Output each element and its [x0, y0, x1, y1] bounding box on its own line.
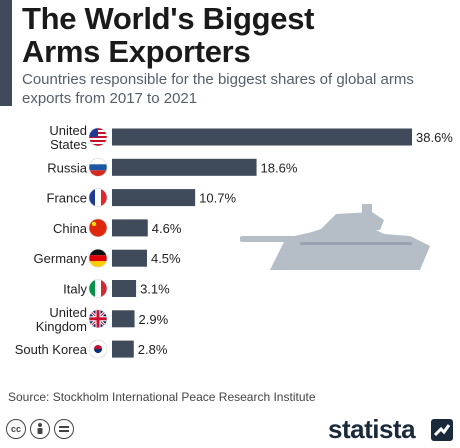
flag-france-icon	[88, 188, 108, 207]
chart-subtitle: Countries responsible for the biggest sh…	[22, 71, 414, 107]
bar	[112, 340, 134, 358]
bar-row: South Korea 2.8%	[15, 339, 168, 359]
bar	[112, 189, 196, 207]
bar	[112, 280, 137, 297]
bar	[112, 128, 412, 146]
bar	[112, 249, 147, 267]
license-icons: cc	[6, 419, 74, 439]
value-label: 10.7%	[199, 191, 236, 206]
bar	[112, 219, 148, 237]
no-derivatives-icon[interactable]	[54, 419, 74, 439]
category-label: Russia	[47, 160, 88, 175]
value-label: 18.6%	[261, 160, 298, 175]
value-label: 38.6%	[416, 130, 453, 145]
bar-row: Russia 18.6%	[47, 157, 298, 177]
statista-logo[interactable]: statista	[328, 414, 416, 444]
title-line-2: Arms Exporters	[22, 34, 251, 69]
value-label: 4.6%	[152, 221, 182, 236]
flag-russia-icon	[88, 157, 108, 177]
bar-row: United Kingdom 2.9%	[36, 305, 169, 334]
category-label: South Korea	[15, 342, 88, 357]
bar-row: Italy 3.1%	[63, 279, 170, 298]
category-label: France	[47, 191, 87, 206]
bar	[112, 310, 135, 328]
flag-us-icon	[88, 127, 108, 147]
value-label: 2.9%	[139, 312, 169, 327]
category-label: China	[53, 221, 88, 236]
bar-row: Germany 4.5%	[34, 248, 181, 268]
bar-row: United States 38.6%	[49, 123, 453, 152]
cc-icon[interactable]: cc	[6, 419, 26, 439]
value-label: 2.8%	[138, 342, 168, 357]
bar-chart: United States 38.6% Russia 18.6% France 10.7% C…	[15, 123, 453, 359]
flag-germany-icon	[88, 248, 108, 268]
title-line-1: The World's Biggest	[22, 1, 315, 36]
attribution-icon[interactable]	[30, 419, 50, 439]
flag-china-icon	[88, 218, 108, 238]
flag-south-korea-icon	[88, 339, 108, 359]
bar-row: China 4.6%	[53, 218, 182, 238]
bar-row: France 10.7%	[47, 188, 236, 207]
value-label: 3.1%	[140, 282, 170, 297]
flag-uk-icon	[88, 309, 108, 329]
category-label: Italy	[63, 282, 87, 297]
category-label: United States	[49, 123, 87, 152]
accent-bar	[0, 0, 12, 106]
bar	[112, 158, 257, 176]
tank-icon	[240, 204, 430, 270]
source-note: Source: Stockholm International Peace Re…	[8, 390, 316, 404]
category-label: Germany	[34, 251, 88, 266]
value-label: 4.5%	[151, 251, 181, 266]
category-label: United Kingdom	[36, 305, 87, 334]
chart-title: The World's Biggest Arms Exporters	[22, 2, 314, 68]
flag-italy-icon	[88, 279, 108, 298]
statista-mark-icon	[431, 419, 453, 441]
